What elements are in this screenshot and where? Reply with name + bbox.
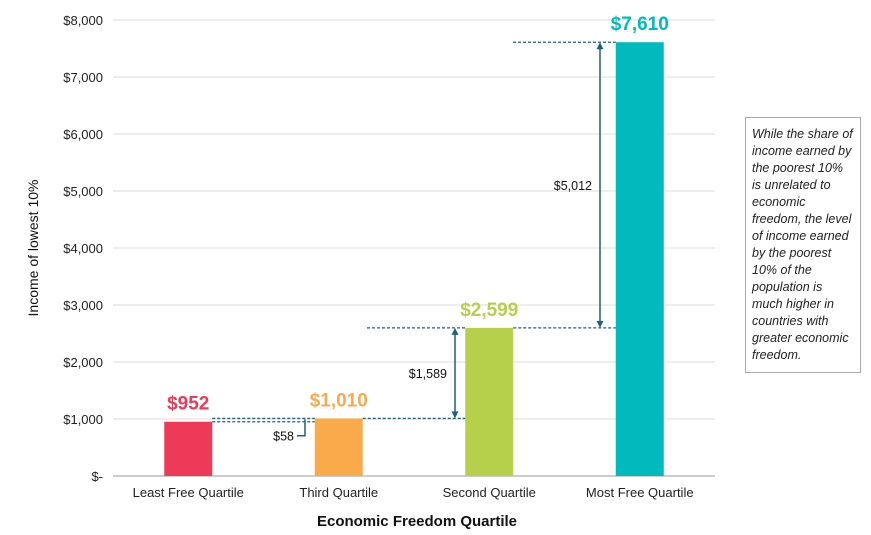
arrowhead [596, 42, 604, 50]
difference-label: $5,012 [554, 179, 592, 193]
data-label: $952 [167, 394, 209, 415]
x-tick-label: Most Free Quartile [586, 485, 694, 500]
bar [615, 42, 664, 476]
bar [465, 327, 514, 476]
data-label: $7,610 [611, 14, 669, 35]
bar [314, 418, 363, 476]
y-tick-label: $4,000 [63, 241, 103, 256]
x-tick-label: Least Free Quartile [133, 485, 244, 500]
difference-arrow [297, 419, 306, 437]
data-label: $1,010 [310, 390, 368, 411]
y-tick-label: $3,000 [63, 298, 103, 313]
y-tick-label: $1,000 [63, 412, 103, 427]
x-axis-title: Economic Freedom Quartile [317, 513, 517, 530]
x-tick-label: Third Quartile [299, 485, 378, 500]
y-tick-label: $7,000 [63, 70, 103, 85]
bar [164, 421, 213, 476]
y-axis-title: Income of lowest 10% [25, 180, 41, 317]
y-tick-label: $- [91, 469, 103, 484]
annotation-note: While the share of income earned by the … [745, 117, 861, 373]
arrowhead [451, 327, 459, 335]
y-tick-label: $2,000 [63, 355, 103, 370]
difference-label: $1,589 [409, 367, 447, 381]
x-tick-label: Second Quartile [443, 485, 536, 500]
y-tick-label: $8,000 [63, 13, 103, 28]
arrowhead [596, 320, 604, 328]
y-tick-label: $6,000 [63, 127, 103, 142]
arrowhead [451, 411, 459, 419]
data-label: $2,599 [460, 300, 518, 321]
difference-label: $58 [273, 430, 294, 444]
y-tick-label: $5,000 [63, 184, 103, 199]
